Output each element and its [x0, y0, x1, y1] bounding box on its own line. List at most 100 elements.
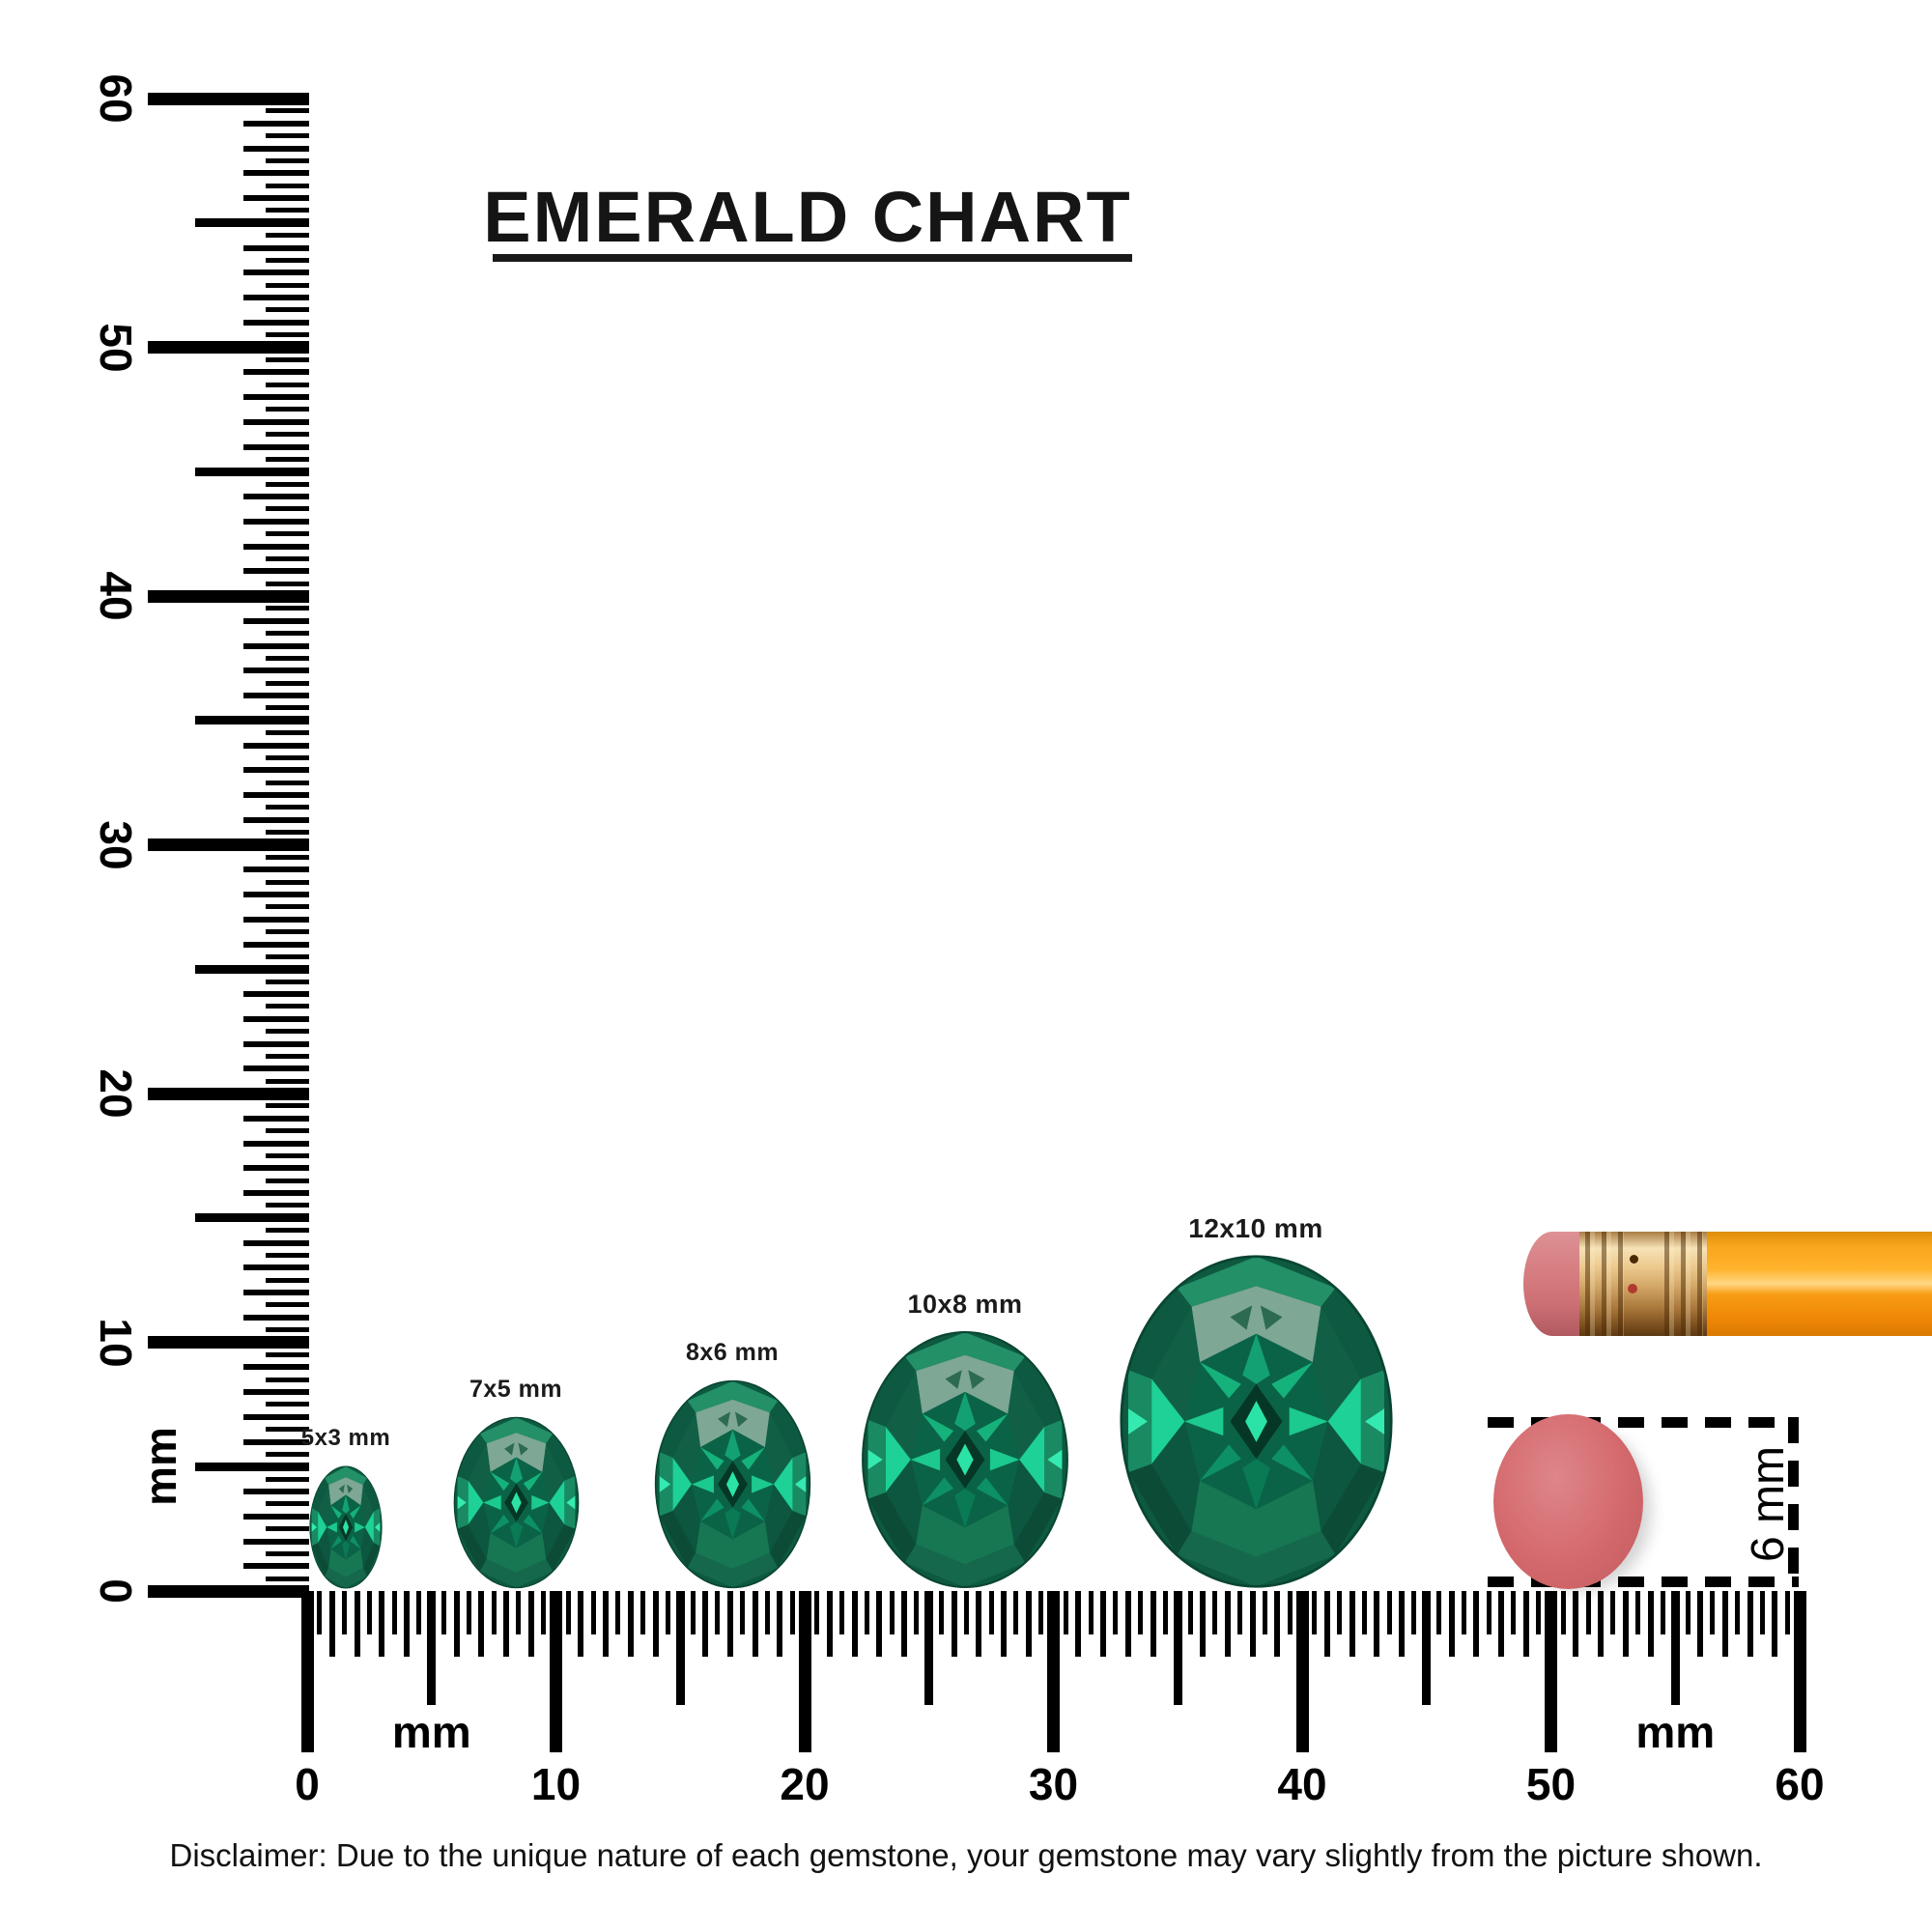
vertical-ruler-tick: [243, 916, 309, 923]
vertical-ruler-tick: [243, 1489, 309, 1494]
vertical-ruler-tick: [243, 1438, 309, 1445]
horizontal-ruler-tick: [1361, 1591, 1367, 1634]
horizontal-ruler-tick: [1138, 1591, 1144, 1634]
vertical-ruler-tick: [266, 1327, 309, 1333]
horizontal-ruler-tick: [1461, 1591, 1466, 1634]
vertical-ruler-tick: [243, 816, 309, 823]
horizontal-ruler-tick: [590, 1591, 596, 1634]
gem-size-label: 12x10 mm: [1188, 1213, 1323, 1243]
vertical-ruler-tick: [148, 341, 309, 354]
horizontal-ruler-tick: [924, 1591, 934, 1705]
vertical-ruler-tick: [266, 953, 309, 959]
vertical-ruler-tick: [266, 606, 309, 611]
ferrule-rivet: [1628, 1284, 1637, 1293]
vertical-ruler-tick: [243, 668, 309, 674]
horizontal-ruler-tick: [1249, 1591, 1256, 1657]
horizontal-ruler-tick: [1422, 1591, 1432, 1705]
horizontal-ruler-tick: [1660, 1591, 1665, 1634]
horizontal-ruler-tick: [1337, 1591, 1343, 1634]
horizontal-ruler-tick: [1312, 1591, 1318, 1634]
horizontal-ruler-tick: [478, 1591, 485, 1657]
emerald-gem-12x10: [1119, 1254, 1394, 1589]
horizontal-ruler-tick: [1113, 1591, 1119, 1634]
vertical-ruler-tick: [266, 108, 309, 114]
vertical-ruler-tick: [266, 382, 309, 387]
horizontal-ruler-tick: [516, 1591, 522, 1634]
disclaimer-text: Disclaimer: Due to the unique nature of …: [169, 1837, 1763, 1873]
horizontal-ruler-tick: [1448, 1591, 1455, 1657]
horizontal-ruler-tick: [826, 1591, 833, 1657]
vertical-ruler-tick: [266, 1501, 309, 1507]
horizontal-ruler-tick: [1100, 1591, 1106, 1657]
horizontal-ruler-tick: [1522, 1591, 1529, 1657]
gem-facets: [863, 1332, 1067, 1587]
gem-facets: [655, 1381, 810, 1588]
vertical-ruler-tick: [266, 1451, 309, 1457]
ferrule-crimp-ring: [1585, 1232, 1624, 1336]
horizontal-ruler-tick: [1187, 1591, 1193, 1634]
vertical-ruler-tick: [266, 581, 309, 586]
gem-size-label: 10x8 mm: [907, 1290, 1023, 1319]
horizontal-ruler-tick: [1075, 1591, 1082, 1657]
vertical-ruler-tick: [243, 1413, 309, 1420]
gem-size-label: 7x5 mm: [469, 1376, 563, 1403]
vertical-ruler-tick: [243, 693, 309, 698]
vertical-ruler-tick: [243, 1364, 309, 1371]
horizontal-ruler-tick: [1436, 1591, 1442, 1634]
horizontal-ruler-tick: [550, 1591, 562, 1752]
vertical-ruler-tick: [195, 716, 309, 725]
horizontal-ruler-tick: [675, 1591, 685, 1705]
vertical-ruler-tick: [243, 543, 309, 550]
horizontal-ruler-tick: [939, 1591, 945, 1634]
gem-facets: [1121, 1257, 1390, 1587]
horizontal-ruler-tick: [1670, 1591, 1680, 1705]
horizontal-ruler-tick: [404, 1591, 410, 1657]
vertical-ruler-tick: [266, 407, 309, 412]
vertical-ruler-unit: mm: [135, 1427, 185, 1507]
horizontal-ruler-tick: [1647, 1591, 1654, 1657]
pencil-ferrule: [1579, 1232, 1707, 1336]
emerald-gem-5x3: [309, 1465, 383, 1589]
vertical-ruler-tick: [266, 282, 309, 288]
vertical-ruler-number: 60: [91, 73, 141, 124]
vertical-ruler-number: 20: [91, 1068, 141, 1119]
vertical-ruler-tick: [266, 879, 309, 885]
vertical-ruler-tick: [148, 589, 309, 603]
horizontal-ruler-tick: [578, 1591, 584, 1657]
horizontal-ruler-tick: [976, 1591, 982, 1657]
vertical-ruler-tick: [195, 964, 309, 974]
gem-facets: [454, 1417, 578, 1587]
vertical-ruler-number: 30: [91, 819, 141, 870]
horizontal-ruler-number: 30: [1028, 1759, 1079, 1809]
vertical-ruler-tick: [266, 929, 309, 935]
vertical-ruler-tick: [243, 295, 309, 300]
horizontal-ruler-tick: [342, 1591, 348, 1634]
horizontal-ruler-tick: [876, 1591, 883, 1657]
horizontal-ruler-tick: [1224, 1591, 1231, 1657]
horizontal-ruler-tick: [715, 1591, 721, 1634]
vertical-ruler-tick: [266, 1277, 309, 1283]
horizontal-ruler-tick: [839, 1591, 845, 1634]
horizontal-ruler-tick: [1585, 1591, 1591, 1634]
vertical-ruler-tick: [266, 730, 309, 736]
horizontal-ruler-tick: [1598, 1591, 1604, 1657]
horizontal-ruler-tick: [379, 1591, 385, 1657]
horizontal-ruler-tick: [1610, 1591, 1616, 1634]
horizontal-ruler-tick: [1697, 1591, 1703, 1657]
horizontal-ruler-tick: [1685, 1591, 1690, 1634]
vertical-ruler-tick: [266, 1351, 309, 1357]
vertical-ruler-tick: [243, 494, 309, 499]
horizontal-ruler-tick: [441, 1591, 447, 1634]
horizontal-ruler-tick: [1173, 1591, 1182, 1705]
vertical-ruler-tick: [243, 792, 309, 798]
horizontal-ruler-tick: [1498, 1591, 1504, 1657]
page-title: EMERALD CHART: [483, 177, 1132, 257]
measure-box-top-dashed-line: [1488, 1417, 1799, 1428]
vertical-ruler-tick: [243, 120, 309, 127]
vertical-ruler-tick: [266, 1178, 309, 1183]
vertical-ruler-tick: [266, 1476, 309, 1482]
vertical-ruler-tick: [243, 418, 309, 425]
pencil: [1523, 1232, 1932, 1336]
horizontal-ruler-tick: [1212, 1591, 1218, 1634]
emerald-gem-7x5: [453, 1416, 580, 1589]
